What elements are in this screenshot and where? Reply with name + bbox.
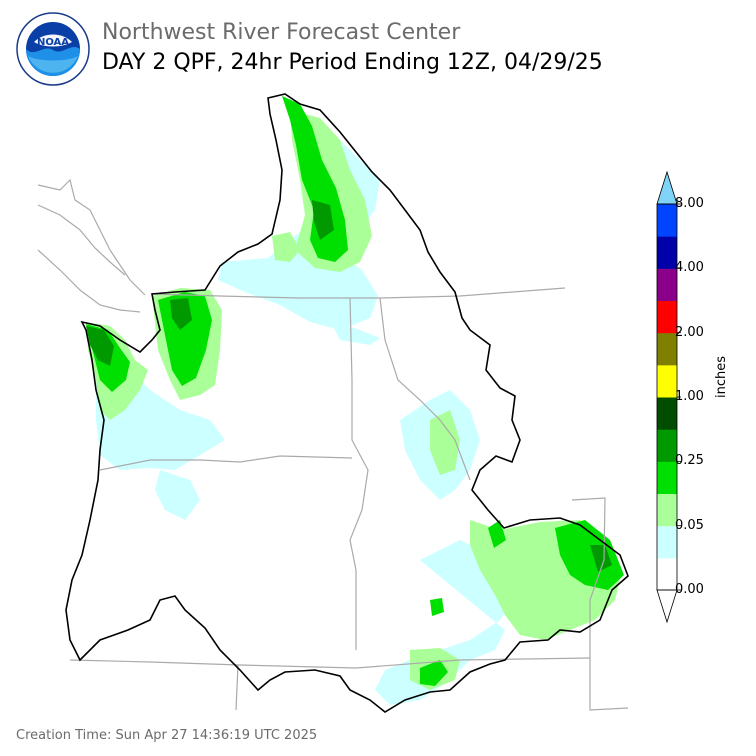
colorbar-tick-label: 0.25 <box>675 453 704 469</box>
map-title: DAY 2 QPF, 24hr Period Ending 12Z, 04/29… <box>102 50 603 75</box>
noaa-logo: NOAA <box>16 12 90 86</box>
legend-units: inches <box>714 355 729 398</box>
state-boundaries <box>69 287 629 711</box>
precip-light-green <box>86 110 622 690</box>
precip-dark-green <box>86 200 612 572</box>
creation-time: Creation Time: Sun Apr 27 14:36:19 UTC 2… <box>16 728 318 743</box>
colorbar-tick-label: 0.05 <box>675 517 704 533</box>
org-title: Northwest River Forecast Center <box>102 20 461 45</box>
basin-outline <box>65 93 629 713</box>
colorbar-tick-label: 8.00 <box>675 196 704 211</box>
colorbar-tick-label: 0.00 <box>675 582 704 597</box>
logo-wordmark: NOAA <box>37 37 69 48</box>
coastline <box>37 178 146 313</box>
colorbar-tick-label: 4.00 <box>675 260 704 276</box>
colorbar-tick-label: 1.00 <box>675 389 704 404</box>
colorbar-tick-label: 2.00 <box>675 324 704 340</box>
precip-green <box>86 96 624 686</box>
